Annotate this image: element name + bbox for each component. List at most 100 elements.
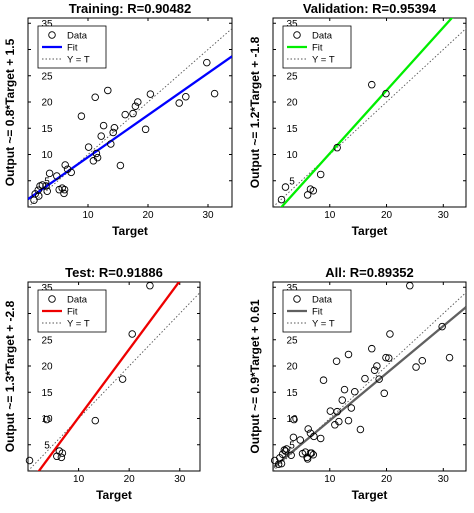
y-tick-label: 35 bbox=[41, 283, 53, 294]
data-point bbox=[93, 153, 102, 162]
data-point bbox=[281, 183, 290, 191]
data-point bbox=[210, 89, 219, 98]
data-point bbox=[141, 125, 150, 134]
data-point bbox=[338, 396, 347, 404]
data-point bbox=[129, 109, 137, 118]
y-tick-label: 35 bbox=[41, 19, 53, 30]
y-tick-label: 5 bbox=[289, 440, 295, 451]
legend-label: Fit bbox=[312, 42, 323, 53]
data-point bbox=[277, 195, 286, 204]
data-point bbox=[380, 389, 389, 398]
data-point bbox=[296, 436, 304, 444]
x-tick-label: 30 bbox=[438, 210, 450, 221]
data-point bbox=[277, 459, 286, 468]
data-point bbox=[307, 449, 316, 457]
reference-lines bbox=[273, 18, 466, 207]
data-point bbox=[382, 89, 390, 98]
data-point bbox=[373, 362, 381, 370]
data-point bbox=[60, 185, 69, 194]
data-point bbox=[386, 330, 394, 338]
x-tick-label: 10 bbox=[82, 210, 94, 221]
fit-line bbox=[279, 18, 454, 207]
data-point bbox=[333, 143, 341, 152]
data-point bbox=[382, 353, 390, 362]
y-tick-label: 5 bbox=[44, 176, 50, 187]
data-point bbox=[146, 281, 154, 290]
data-point bbox=[290, 415, 298, 424]
y-tick-label: 25 bbox=[286, 71, 298, 82]
chart-title: Test: R=0.91886 bbox=[65, 265, 163, 280]
y-tick-label: 20 bbox=[286, 362, 298, 373]
y-tick-label: 20 bbox=[41, 362, 53, 373]
data-point bbox=[281, 447, 290, 455]
fit-line bbox=[37, 282, 181, 471]
data-points bbox=[277, 80, 390, 204]
y-axis-label: Output ~= 0.8*Target + 1.5 bbox=[3, 38, 17, 186]
data-point bbox=[361, 374, 369, 383]
x-tick-label: 20 bbox=[124, 474, 136, 485]
x-tick-label: 30 bbox=[438, 474, 450, 485]
data-point bbox=[42, 182, 50, 190]
y-tick-label: 20 bbox=[286, 98, 298, 109]
y-tick-label: 10 bbox=[286, 414, 298, 425]
y-tick-label: 15 bbox=[41, 124, 53, 135]
x-tick-label: 10 bbox=[324, 210, 336, 221]
chart-title: Validation: R=0.95394 bbox=[303, 1, 437, 16]
legend-label: Fit bbox=[67, 42, 78, 53]
data-point bbox=[344, 350, 353, 359]
data-point bbox=[368, 344, 376, 353]
fit-line bbox=[273, 306, 466, 469]
data-point bbox=[118, 375, 127, 383]
y-tick-label: 5 bbox=[44, 440, 50, 451]
data-point bbox=[107, 140, 115, 148]
y-tick-label: 15 bbox=[286, 124, 298, 135]
x-tick-label: 10 bbox=[324, 474, 336, 485]
data-point bbox=[84, 143, 93, 151]
chart-title: Training: R=0.90482 bbox=[69, 1, 191, 16]
data-point bbox=[38, 181, 47, 189]
data-point bbox=[350, 387, 359, 396]
data-point bbox=[303, 191, 312, 199]
data-point bbox=[110, 123, 119, 132]
data-point bbox=[375, 375, 383, 383]
chart-panel-4: All: R=0.893521020305101520253035TargetO… bbox=[248, 265, 467, 502]
data-point bbox=[77, 112, 86, 120]
data-point bbox=[368, 80, 376, 89]
data-point bbox=[344, 416, 353, 425]
y-tick-label: 25 bbox=[41, 71, 53, 82]
legend-label: Y = T bbox=[312, 54, 335, 65]
data-point bbox=[289, 433, 298, 442]
data-point bbox=[43, 187, 51, 195]
data-point bbox=[60, 189, 68, 198]
data-point bbox=[203, 58, 211, 67]
chart-title: All: R=0.89352 bbox=[325, 265, 414, 280]
data-point bbox=[131, 102, 140, 110]
data-point bbox=[61, 161, 69, 169]
data-point bbox=[134, 98, 142, 106]
y-tick-label: 10 bbox=[286, 150, 298, 161]
y-axis-label: Output ~= 0.9*Target + 0.61 bbox=[248, 299, 262, 453]
data-point bbox=[175, 99, 183, 107]
x-tick-label: 30 bbox=[174, 474, 186, 485]
chart-panel-2: Validation: R=0.953941020305101520253035… bbox=[248, 1, 467, 238]
data-point bbox=[438, 322, 446, 331]
data-point bbox=[53, 172, 61, 180]
data-point bbox=[335, 417, 343, 426]
data-point bbox=[92, 149, 101, 158]
data-point bbox=[340, 385, 349, 394]
data-point bbox=[303, 455, 312, 463]
data-point bbox=[35, 192, 43, 200]
x-axis-label: Target bbox=[352, 224, 388, 238]
y-tick-label: 25 bbox=[286, 335, 298, 346]
y-tick-label: 35 bbox=[286, 283, 298, 294]
data-point bbox=[316, 434, 325, 443]
data-point bbox=[182, 92, 190, 101]
data-point bbox=[332, 357, 341, 366]
y-tick-label: 20 bbox=[41, 98, 53, 109]
data-points bbox=[25, 281, 154, 465]
data-point bbox=[370, 366, 379, 374]
legend-label: Y = T bbox=[67, 318, 90, 329]
y-tick-label: 25 bbox=[41, 335, 53, 346]
